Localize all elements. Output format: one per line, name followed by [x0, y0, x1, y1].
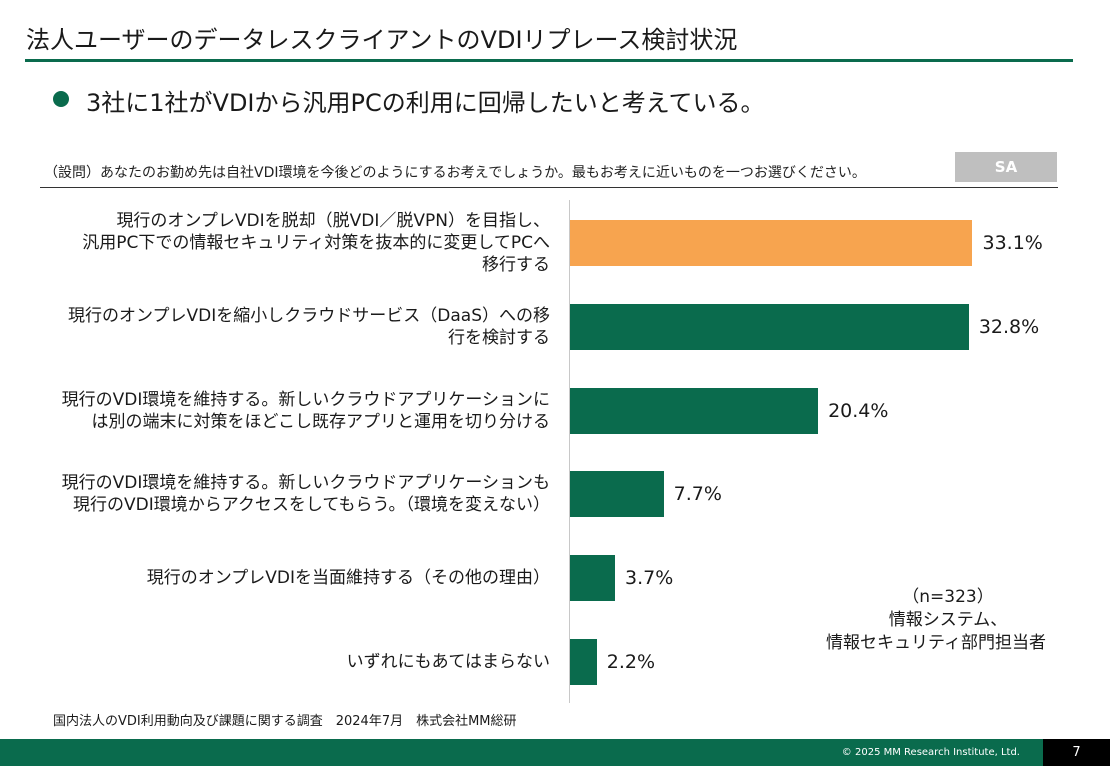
- category-label: 現行のオンプレVDIを脱却（脱VDI／脱VPN）を目指し、 汎用PC下での情報セ…: [82, 211, 550, 275]
- category-label: 現行のVDI環境を維持する。新しいクラウドアプリケーションも 現行のVDI環境か…: [61, 473, 550, 516]
- title-underline: [25, 59, 1073, 62]
- source-citation: 国内法人のVDI利用動向及び課題に関する調査 2024年7月 株式会社MM総研: [53, 714, 517, 729]
- category-label: 現行のオンプレVDIを縮小しクラウドサービス（DaaS）への移 行を検討する: [68, 305, 550, 348]
- value-label: 32.8%: [978, 315, 1040, 338]
- bullet-dot-icon: [53, 91, 69, 107]
- bar: [570, 639, 597, 685]
- bar: [570, 471, 664, 518]
- sa-badge: SA: [955, 152, 1057, 182]
- category-label: いずれにもあてはまらない: [346, 652, 550, 672]
- survey-question: （設問）あなたのお勤め先は自社VDI環境を今後どのようにするお考えでしょうか。最…: [44, 165, 866, 181]
- headline: 3社に1社がVDIから汎用PCの利用に回帰したいと考えている。: [86, 89, 765, 117]
- page-number: 7: [1043, 739, 1110, 766]
- copyright: © 2025 MM Research Institute, Ltd.: [841, 747, 1020, 758]
- value-label: 33.1%: [982, 232, 1043, 254]
- page-title: 法人ユーザーのデータレスクライアントのVDIリプレース検討状況: [26, 26, 738, 54]
- category-label: 現行のオンプレVDIを当面維持する（その他の理由）: [146, 568, 550, 589]
- value-label: 2.2%: [606, 651, 656, 673]
- value-label: 7.7%: [673, 483, 722, 506]
- respondent-line-2: 情報セキュリティ部門担当者: [826, 633, 1046, 653]
- footer-bar: © 2025 MM Research Institute, Ltd. 7: [0, 739, 1110, 766]
- respondent-line-1: 情報システム、: [888, 610, 1008, 630]
- value-label: 3.7%: [624, 567, 674, 590]
- question-divider: [40, 187, 1058, 188]
- sample-size: （n=323）: [902, 587, 994, 607]
- category-label: 現行のVDI環境を維持する。新しいクラウドアプリケーションに は別の端末に対策を…: [61, 389, 550, 432]
- bar: [570, 387, 819, 434]
- bar: [570, 220, 973, 266]
- bar: [570, 555, 615, 602]
- sample-note: （n=323） 情報システム、 情報セキュリティ部門担当者: [810, 586, 1046, 655]
- chart-axis-line: [569, 200, 570, 703]
- value-label: 20.4%: [828, 399, 889, 422]
- bar: [570, 303, 969, 350]
